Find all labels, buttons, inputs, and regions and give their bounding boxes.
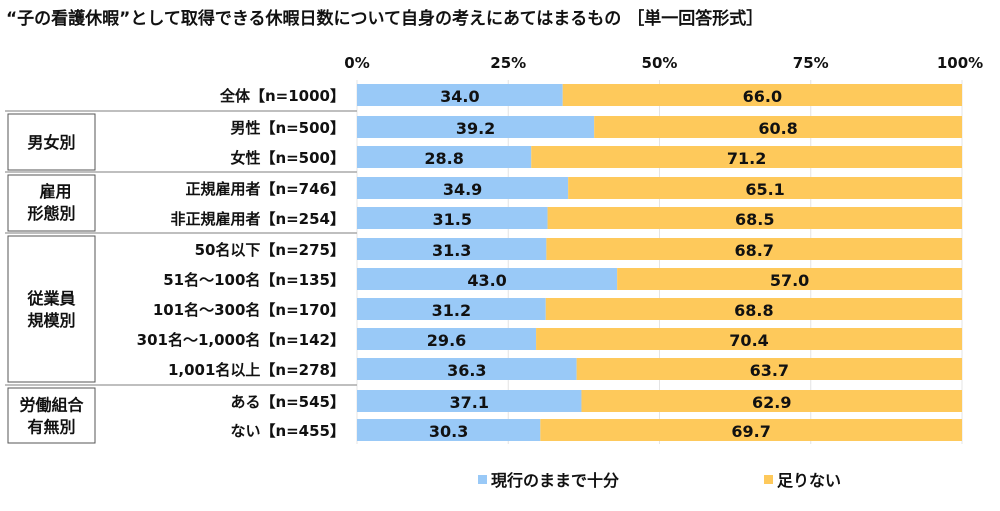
group-box — [7, 174, 96, 232]
x-tick-label: 100% — [937, 54, 983, 72]
data-label: 63.7 — [750, 361, 789, 380]
bars: 34.0 66.0 39.2 60.8 28.8 71.2 34.9 65.1 31.5 68.5… — [357, 84, 962, 441]
data-label: 65.1 — [745, 180, 784, 199]
x-tick-label: 75% — [793, 54, 829, 72]
group-label: 従業員 — [26, 289, 75, 308]
group-label-employment-wrapper: 雇用形態別 — [8, 175, 95, 231]
category-label: 正規雇用者【n=746】 — [185, 180, 345, 198]
data-label: 70.4 — [729, 331, 768, 350]
group-separators — [5, 110, 357, 386]
category-label: 50名以下【n=275】 — [195, 241, 345, 259]
category-label: 101名～300名【n=170】 — [153, 301, 345, 319]
data-label: 36.3 — [447, 361, 486, 380]
group-label: 労働組合 — [19, 396, 84, 415]
group-label: 有無別 — [27, 418, 75, 437]
bar-segment — [357, 268, 618, 290]
x-tick-label: 25% — [490, 54, 526, 72]
bar-segment — [357, 116, 595, 138]
bar-segment — [547, 207, 962, 229]
bar-segment — [536, 328, 962, 350]
bar-segment — [357, 146, 532, 168]
bar-segment — [568, 177, 962, 199]
group-label-employment-box: 雇用形態別 — [8, 175, 95, 231]
bar-segment — [357, 298, 546, 320]
group-label: 雇用形態別 — [27, 182, 76, 223]
category-label: 男性【n=500】 — [230, 119, 345, 137]
data-label: 39.2 — [456, 119, 495, 138]
category-labels: 全体【n=1000】男性【n=500】女性【n=500】正規雇用者【n=746】… — [137, 87, 345, 440]
legend-swatch — [764, 475, 773, 484]
bar-segment — [540, 419, 962, 441]
data-label: 66.0 — [743, 87, 782, 106]
category-label: 全体【n=1000】 — [219, 87, 345, 105]
legend-label: 足りない — [777, 471, 841, 490]
data-label: 31.5 — [433, 210, 472, 229]
bar-segment — [357, 328, 537, 350]
category-label: 非正規雇用者【n=254】 — [170, 210, 345, 228]
data-label: 29.6 — [427, 331, 466, 350]
bar-segment — [545, 298, 962, 320]
bar-segment — [357, 419, 541, 441]
bar-segment — [357, 177, 569, 199]
data-label: 69.7 — [731, 422, 770, 441]
category-label: ある【n=545】 — [230, 393, 345, 411]
legend-swatch — [478, 475, 487, 484]
x-tick-label: 0% — [344, 54, 369, 72]
data-label: 71.2 — [727, 149, 766, 168]
bar-segment — [594, 116, 962, 138]
category-label: 女性【n=500】 — [230, 149, 345, 167]
bar-segment — [357, 358, 577, 380]
data-label: 68.5 — [735, 210, 774, 229]
bar-segment — [531, 146, 962, 168]
bar-segment — [357, 207, 548, 229]
legend: 現行のままで十分 足りない — [478, 471, 841, 490]
data-label: 37.1 — [449, 393, 488, 412]
data-label: 34.9 — [443, 180, 482, 199]
group-box — [7, 235, 96, 383]
data-label: 62.9 — [752, 393, 791, 412]
bar-segment — [546, 238, 962, 260]
data-label: 34.0 — [440, 87, 479, 106]
category-label: 1,001名以上【n=278】 — [168, 361, 345, 379]
category-label: 51名～100名【n=135】 — [163, 271, 345, 289]
bar-segment — [357, 390, 582, 412]
gridlines — [356, 80, 963, 444]
category-label: ない【n=455】 — [230, 422, 345, 440]
data-label: 57.0 — [770, 271, 809, 290]
bar-segment — [617, 268, 962, 290]
group-label: 規模別 — [27, 311, 75, 330]
bar-segment — [357, 84, 563, 106]
data-label: 60.8 — [758, 119, 797, 138]
chart-title: “子の看護休暇”として取得できる休暇日数について自身の考えにあてはまるもの ［単… — [6, 8, 763, 29]
data-label: 43.0 — [467, 271, 506, 290]
x-tick-label: 50% — [642, 54, 678, 72]
legend-label: 現行のままで十分 — [491, 471, 619, 490]
bar-segment — [562, 84, 962, 106]
x-tick-labels: 0% 25% 50% 75% 100% — [344, 54, 983, 72]
data-label: 30.3 — [429, 422, 468, 441]
data-label: 68.8 — [734, 301, 773, 320]
data-label: 68.7 — [734, 241, 773, 260]
data-label: 28.8 — [424, 149, 463, 168]
bar-segment — [581, 390, 962, 412]
bar-segment — [576, 358, 962, 380]
data-label: 31.2 — [432, 301, 471, 320]
group-box — [7, 387, 96, 444]
category-label: 301名～1,000名【n=142】 — [137, 331, 345, 349]
group-label: 男女別 — [27, 133, 75, 152]
bar-segment — [357, 238, 547, 260]
data-label: 31.3 — [432, 241, 471, 260]
group-box — [7, 113, 96, 171]
